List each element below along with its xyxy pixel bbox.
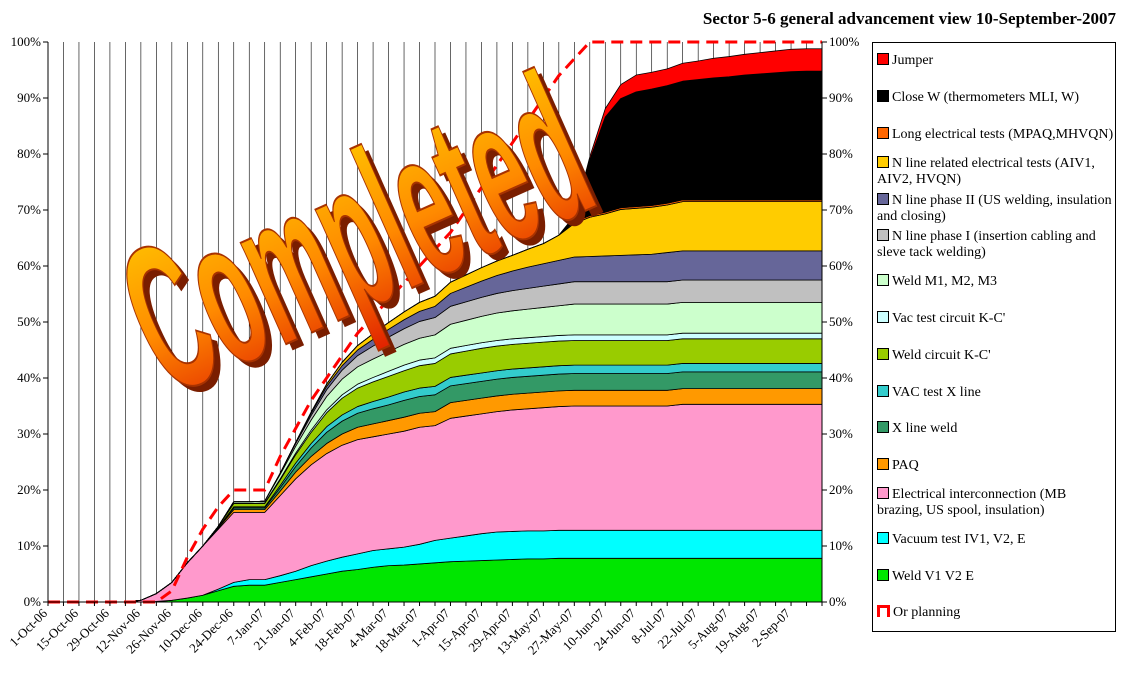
legend-entry: Vac test circuit K-C': [877, 310, 1006, 327]
legend-entry: N line phase I (insertion cabling and sl…: [877, 229, 1115, 261]
legend-entry: Weld circuit K-C': [877, 347, 991, 364]
legend-label: VAC test X line: [892, 384, 981, 400]
legend-item: N line phase II (US welding, insulation …: [873, 190, 1115, 227]
y2-tick-label: 10%: [829, 538, 853, 553]
chart-title: Sector 5-6 general advancement view 10-S…: [703, 9, 1117, 28]
legend-entry: Jumper: [877, 53, 933, 69]
legend-entry: Or planning: [877, 605, 960, 621]
y2-tick-label: 90%: [829, 90, 853, 105]
legend-label: Weld M1, M2, M3: [892, 274, 998, 290]
legend-label: N line phase I (insertion cabling and sl…: [877, 229, 1096, 261]
legend-label: N line related electrical tests (AIV1, A…: [877, 155, 1095, 187]
y-tick-label: 80%: [17, 146, 41, 161]
y2-tick-label: 100%: [829, 34, 860, 49]
legend-swatch: [877, 90, 889, 103]
y-tick-label: 30%: [17, 426, 41, 441]
legend-label: Vac test circuit K-C': [892, 310, 1006, 326]
legend-entry: Vacuum test IV1, V2, E: [877, 531, 1026, 548]
legend-item: Vac test circuit K-C': [873, 301, 1115, 338]
legend-entry: Long electrical tests (MPAQ,MHVQN): [877, 126, 1114, 143]
legend-entry: X line weld: [877, 421, 957, 437]
legend-label: Or planning: [893, 605, 961, 621]
legend-label: X line weld: [892, 421, 958, 437]
y-tick-label: 70%: [17, 202, 41, 217]
legend-entry: Weld V1 V2 E: [877, 568, 974, 585]
legend-item: Vacuum test IV1, V2, E: [873, 521, 1115, 558]
legend-item: Or planning: [873, 595, 1115, 632]
y-tick-label: 100%: [11, 34, 42, 49]
y2-tick-label: 60%: [829, 258, 853, 273]
y2-tick-label: 0%: [829, 594, 847, 609]
y-tick-label: 60%: [17, 258, 41, 273]
legend-item: Weld M1, M2, M3: [873, 264, 1115, 301]
planning-line: [48, 40, 822, 604]
y2-tick-label: 40%: [829, 370, 853, 385]
y-tick-label: 10%: [17, 538, 41, 553]
legend-swatch: [877, 347, 889, 360]
legend-swatch: [877, 486, 889, 499]
legend-swatch: [877, 605, 890, 618]
legend-item: N line related electrical tests (AIV1, A…: [873, 153, 1115, 190]
legend-label: Weld V1 V2 E: [892, 568, 974, 584]
legend-entry: Weld M1, M2, M3: [877, 274, 997, 290]
legend-label: Close W (thermometers MLI, W): [892, 90, 1080, 106]
legend-item: VAC test X line: [873, 374, 1115, 411]
legend-entry: N line related electrical tests (AIV1, A…: [877, 155, 1115, 188]
y-tick-label: 20%: [17, 482, 41, 497]
legend-entry: VAC test X line: [877, 384, 981, 401]
legend-item: Jumper: [873, 43, 1115, 80]
legend-swatch: [877, 384, 889, 397]
legend-swatch: [877, 274, 889, 287]
y-tick-label: 40%: [17, 370, 41, 385]
legend-swatch: [877, 568, 889, 581]
y-tick-label: 0%: [24, 594, 42, 609]
legend-item: Close W (thermometers MLI, W): [873, 80, 1115, 117]
legend-item: Weld circuit K-C': [873, 337, 1115, 374]
legend-swatch: [877, 229, 889, 242]
legend-label: Long electrical tests (MPAQ,MHVQN): [892, 126, 1114, 142]
legend-label: Jumper: [892, 53, 934, 69]
legend-swatch: [877, 126, 889, 139]
legend-item: X line weld: [873, 411, 1115, 448]
legend-item: Electrical interconnection (MB brazing, …: [873, 485, 1115, 522]
legend-item: N line phase I (insertion cabling and sl…: [873, 227, 1115, 264]
legend-swatch: [877, 310, 889, 323]
legend-entry: Close W (thermometers MLI, W): [877, 90, 1079, 106]
y2-tick-label: 20%: [829, 482, 853, 497]
legend-entry: PAQ: [877, 458, 919, 474]
legend-swatch: [877, 421, 889, 434]
legend-item: Long electrical tests (MPAQ,MHVQN): [873, 117, 1115, 154]
legend-label: N line phase II (US welding, insulation …: [877, 192, 1112, 224]
legend-entry: Electrical interconnection (MB brazing, …: [877, 486, 1115, 519]
legend-swatch: [877, 531, 889, 544]
legend-item: PAQ: [873, 448, 1115, 485]
legend-swatch: [877, 155, 889, 168]
legend-label: Electrical interconnection (MB brazing, …: [877, 486, 1067, 518]
legend-label: PAQ: [892, 458, 919, 474]
y2-tick-label: 80%: [829, 146, 853, 161]
y2-tick-label: 70%: [829, 202, 853, 217]
legend-swatch: [877, 53, 889, 66]
legend-entry: N line phase II (US welding, insulation …: [877, 192, 1115, 225]
y-tick-label: 90%: [17, 90, 41, 105]
legend-label: Weld circuit K-C': [892, 347, 991, 363]
legend: Jumper Close W (thermometers MLI, W) Long …: [872, 42, 1116, 632]
legend-swatch: [877, 458, 889, 471]
legend-label: Vacuum test IV1, V2, E: [892, 531, 1026, 547]
y2-tick-label: 30%: [829, 426, 853, 441]
y-tick-label: 50%: [17, 314, 41, 329]
legend-item: Weld V1 V2 E: [873, 558, 1115, 595]
y2-tick-label: 50%: [829, 314, 853, 329]
legend-swatch: [877, 192, 889, 205]
